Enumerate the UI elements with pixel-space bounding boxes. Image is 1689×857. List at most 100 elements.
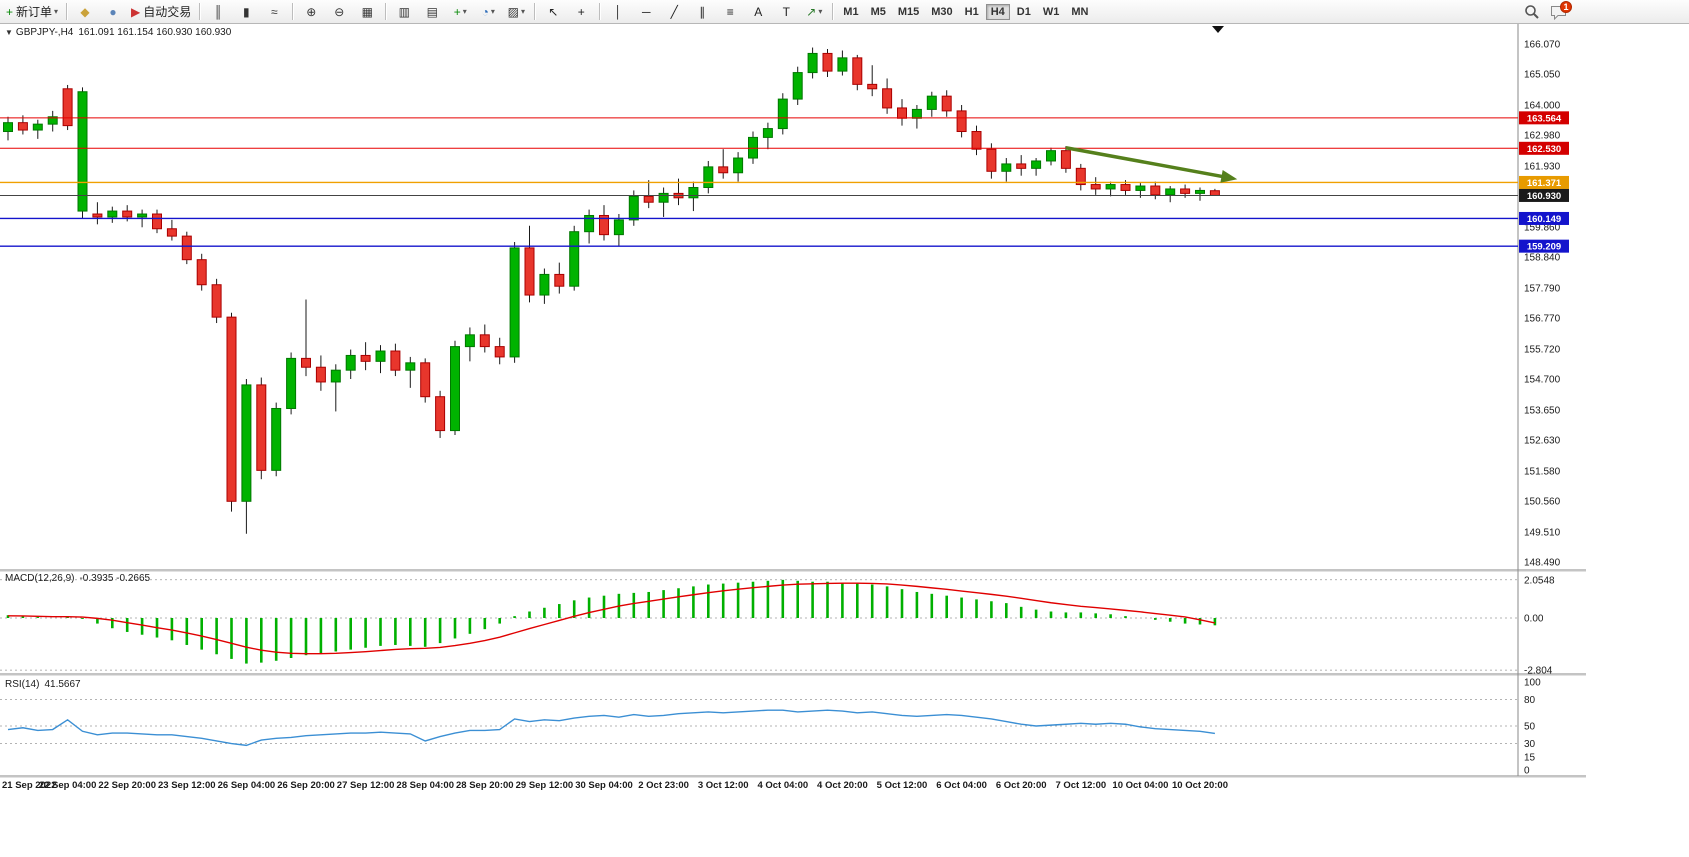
candle-down [152, 213, 162, 230]
autotrade-label: 自动交易 [143, 5, 192, 19]
time-axis-label: 6 Oct 20:00 [996, 780, 1047, 791]
trendline-button[interactable]: ╱ [661, 1, 687, 23]
timeframe-m1-button[interactable]: M1 [843, 5, 859, 18]
timeframe-w1-button[interactable]: W1 [1042, 5, 1060, 18]
price-axis-label: 151.580 [1524, 466, 1561, 477]
metaeditor-icon: ◆ [80, 4, 90, 19]
candle-down [226, 316, 237, 502]
timeframe-mn-button[interactable]: MN [1071, 5, 1089, 18]
price-badge [1519, 175, 1569, 189]
templates-dropdown-icon[interactable]: ▾ [520, 7, 525, 16]
candle-down [211, 284, 222, 318]
cursor-button[interactable]: ↖ [540, 1, 566, 23]
candle-down [196, 259, 207, 286]
zoom-in-button[interactable]: ⊕ [298, 1, 324, 23]
candlestick-chart-icon: ▮ [242, 4, 250, 19]
notifications-button[interactable]: 1 [1547, 1, 1572, 22]
new-chart-button[interactable]: + ▾ [447, 1, 473, 23]
candle-up [584, 214, 595, 233]
notification-count-badge: 1 [1560, 1, 1572, 13]
search-button[interactable] [1521, 2, 1543, 22]
candle-up [807, 52, 818, 74]
candle-down [479, 334, 490, 348]
new-chart-dropdown-icon[interactable]: ▾ [462, 7, 467, 16]
candle-down [1060, 150, 1071, 169]
time-axis-label: 6 Oct 04:00 [936, 780, 987, 791]
macd-axis-label: 0.00 [1524, 614, 1544, 625]
candle-up [1001, 163, 1012, 172]
candlestick-chart-button[interactable]: ▮ [233, 1, 259, 23]
text-button[interactable]: A [745, 1, 771, 23]
fibonacci-button[interactable]: ≡ [717, 1, 743, 23]
timeframe-h1-button[interactable]: H1 [964, 5, 979, 18]
price-axis-label: 149.510 [1524, 527, 1561, 538]
candle-down [181, 235, 192, 261]
rsi-axis-label: 30 [1524, 739, 1536, 750]
candle-down [301, 357, 311, 368]
tile-windows-button[interactable]: ▦ [354, 1, 380, 23]
rsi-axis-label: 50 [1524, 722, 1536, 733]
price-badge [1519, 239, 1569, 253]
chart-shift-button[interactable]: ▤ [419, 1, 445, 23]
macd-axis-label: -2.804 [1524, 666, 1553, 677]
templates-button[interactable]: ▨ ▾ [503, 1, 529, 23]
candle-down [882, 88, 893, 109]
fibonacci-icon: ≡ [726, 4, 734, 19]
chart-svg: 166.070 165.050 164.000 162.980 161.930 159.8… [0, 24, 1689, 795]
candle-down [822, 52, 833, 72]
new-chart-icon: + [453, 4, 461, 19]
trendline-icon: ╱ [670, 4, 678, 19]
text-label-button[interactable]: T [773, 1, 799, 23]
crosshair-button[interactable]: + [568, 1, 594, 23]
bar-chart-icon: ║ [214, 4, 223, 19]
arrows-tool-dropdown-icon[interactable]: ▾ [818, 7, 823, 16]
price-badge [1519, 111, 1569, 125]
candle-up [330, 369, 341, 383]
bar-chart-button[interactable]: ║ [205, 1, 231, 23]
line-chart-button[interactable]: ≈ [261, 1, 287, 23]
candle-down [315, 366, 326, 383]
time-axis-label: 21 Sep 2022 [2, 780, 56, 791]
arrows-tool-button[interactable]: ↗ ▾ [801, 1, 827, 23]
price-axis-label: 164.000 [1524, 100, 1561, 111]
metaeditor-button[interactable]: ◆ [72, 1, 98, 23]
timeframe-m5-button[interactable]: M5 [870, 5, 886, 18]
equidistant-channel-icon: ∥ [699, 4, 706, 19]
candle-down [867, 83, 878, 90]
periodicity-dropdown-icon[interactable]: ▾ [490, 7, 495, 16]
candle-up [509, 247, 520, 358]
market-watch-button[interactable]: ● [100, 1, 126, 23]
price-badge [1519, 141, 1569, 155]
tile-windows-icon: ▦ [361, 4, 373, 19]
timeframe-h4-button[interactable]: H4 [985, 3, 1010, 20]
autotrade-button[interactable]: ▶ 自动交易 [128, 1, 194, 23]
new-order-button[interactable]: + 新订单 ▾ [3, 1, 61, 23]
time-axis-label: 26 Sep 04:00 [218, 780, 276, 791]
candle-up [628, 195, 639, 221]
price-axis-label: 153.650 [1524, 405, 1561, 416]
horizontal-line-button[interactable]: ─ [633, 1, 659, 23]
timeframe-m15-button[interactable]: M15 [897, 5, 920, 18]
candle-up [1135, 185, 1146, 191]
candle-down [122, 210, 133, 218]
chart-canvas[interactable]: 166.070 165.050 164.000 162.980 161.930 159.8… [0, 24, 1689, 795]
auto-scroll-button[interactable]: ▥ [391, 1, 417, 23]
periodicity-button[interactable]: ◔ ▾ [475, 1, 501, 23]
candle-up [762, 128, 773, 138]
time-axis-label: 7 Oct 12:00 [1055, 780, 1106, 791]
time-axis-label: 4 Oct 20:00 [817, 780, 868, 791]
equidistant-channel-button[interactable]: ∥ [689, 1, 715, 23]
candle-up [658, 192, 669, 203]
text-label-icon: T [782, 4, 790, 19]
zoom-out-button[interactable]: ⊖ [326, 1, 352, 23]
timeframe-d1-button[interactable]: D1 [1016, 5, 1031, 18]
timeframe-m30-button[interactable]: M30 [931, 5, 953, 18]
toolbar-separator [832, 3, 834, 20]
rsi-axis-label: 80 [1524, 695, 1536, 706]
trend-arrow-head [1220, 169, 1238, 183]
price-badge-label: 161.371 [1527, 178, 1562, 189]
new-order-dropdown-icon[interactable]: ▾ [54, 7, 59, 16]
candle-up [792, 72, 803, 100]
vertical-line-button[interactable]: │ [605, 1, 631, 23]
